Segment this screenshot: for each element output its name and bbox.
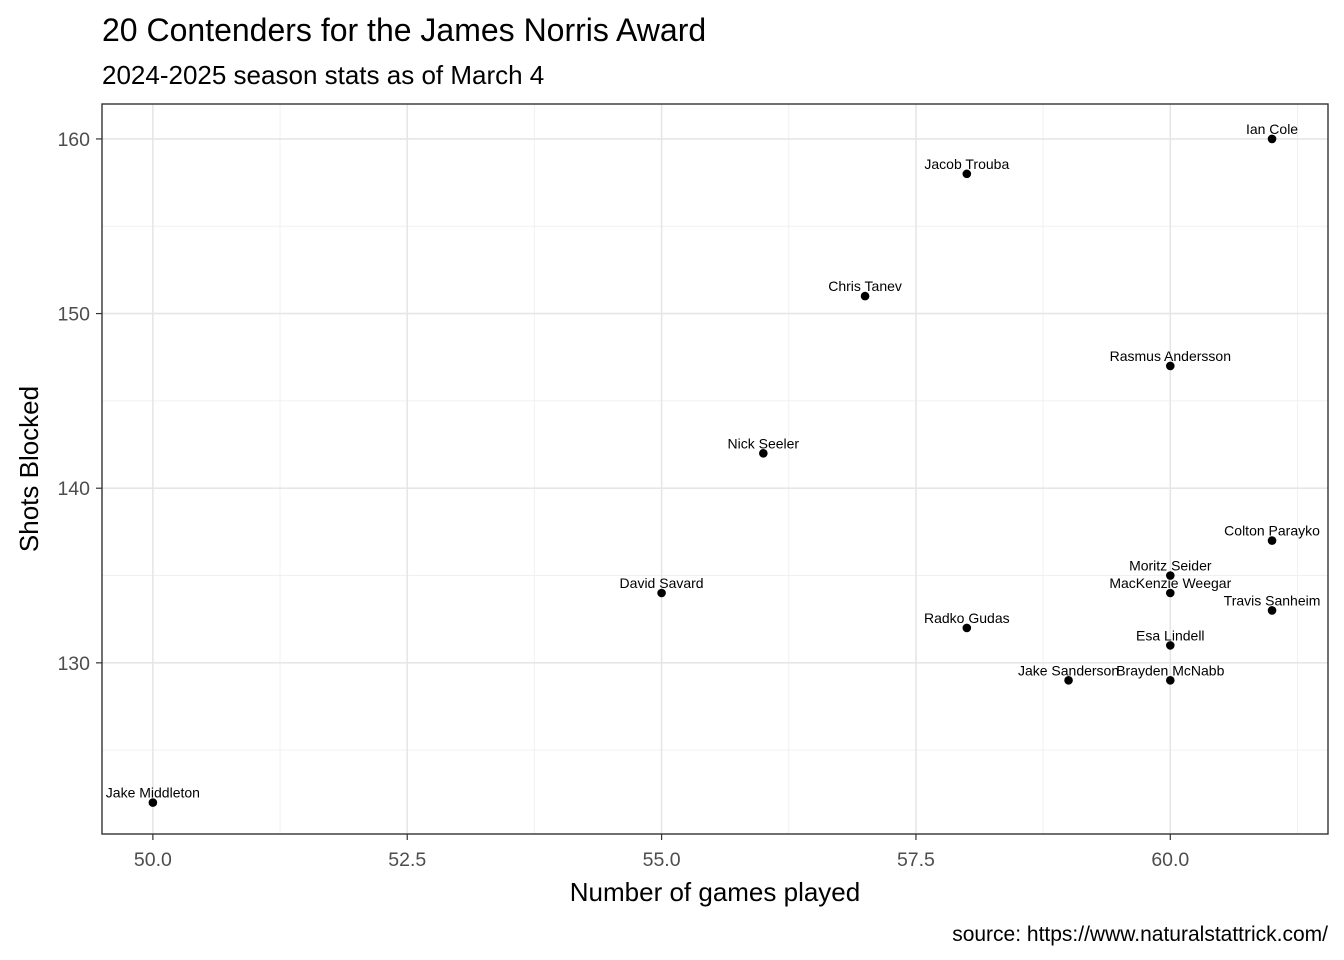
data-point [1267, 536, 1277, 545]
point-label: Brayden McNabb [1116, 662, 1224, 678]
data-point [1267, 606, 1277, 615]
data-point [1165, 361, 1175, 371]
data-point [962, 169, 972, 179]
data-point [1064, 676, 1073, 685]
x-axis-title: Number of games played [570, 877, 860, 907]
point-label: Rasmus Andersson [1110, 348, 1231, 364]
axis-ticks: 50.0 52.5 55.0 57.5 60.0 130 140 150 160 [57, 129, 1189, 871]
point-label: Radko Gudas [924, 610, 1010, 626]
data-point [1267, 134, 1277, 144]
point-label: Nick Seeler [728, 435, 800, 451]
point-label: Colton Parayko [1224, 523, 1320, 539]
x-tick-label: 50.0 [134, 849, 172, 871]
data-point [1165, 588, 1175, 598]
source-caption: source: https://www.naturalstattrick.com… [952, 923, 1328, 946]
minor-gridlines [102, 104, 1328, 834]
data-points [148, 134, 1277, 807]
point-labels: Ian Cole Jacob Trouba Chris Tanev Rasmus An… [106, 121, 1321, 801]
data-point [860, 291, 870, 301]
data-point [1165, 571, 1175, 580]
point-label: Jake Middleton [106, 785, 200, 801]
point-label: Moritz Seider [1129, 558, 1212, 574]
plot-panel-border [101, 103, 1329, 835]
y-tick-label: 160 [57, 129, 90, 151]
point-label: Jacob Trouba [924, 156, 1009, 172]
major-gridlines [102, 104, 1328, 834]
data-point [962, 623, 972, 633]
x-tick-label: 60.0 [1151, 849, 1189, 871]
data-point [1165, 641, 1175, 650]
x-tick-label: 57.5 [897, 849, 935, 871]
point-label: Esa Lindell [1136, 627, 1205, 643]
y-axis-title: Shots Blocked [14, 386, 44, 552]
y-tick-label: 130 [57, 653, 90, 675]
chart-subtitle: 2024-2025 season stats as of March 4 [102, 60, 544, 90]
data-point [759, 448, 768, 458]
y-tick-label: 150 [57, 304, 90, 326]
y-tick-label: 140 [57, 478, 90, 500]
x-tick-label: 55.0 [643, 849, 681, 871]
data-point [657, 588, 666, 598]
point-label: MacKenzie Weegar [1109, 575, 1231, 591]
point-label: David Savard [620, 575, 704, 591]
point-label: Chris Tanev [828, 278, 902, 294]
chart-title: 20 Contenders for the James Norris Award [102, 12, 706, 48]
x-tick-label: 52.5 [388, 849, 426, 871]
point-label: Ian Cole [1246, 121, 1298, 137]
point-label: Jake Sanderson [1018, 662, 1119, 678]
data-point [1165, 676, 1175, 685]
data-point [148, 798, 158, 807]
point-label: Travis Sanheim [1224, 592, 1321, 608]
